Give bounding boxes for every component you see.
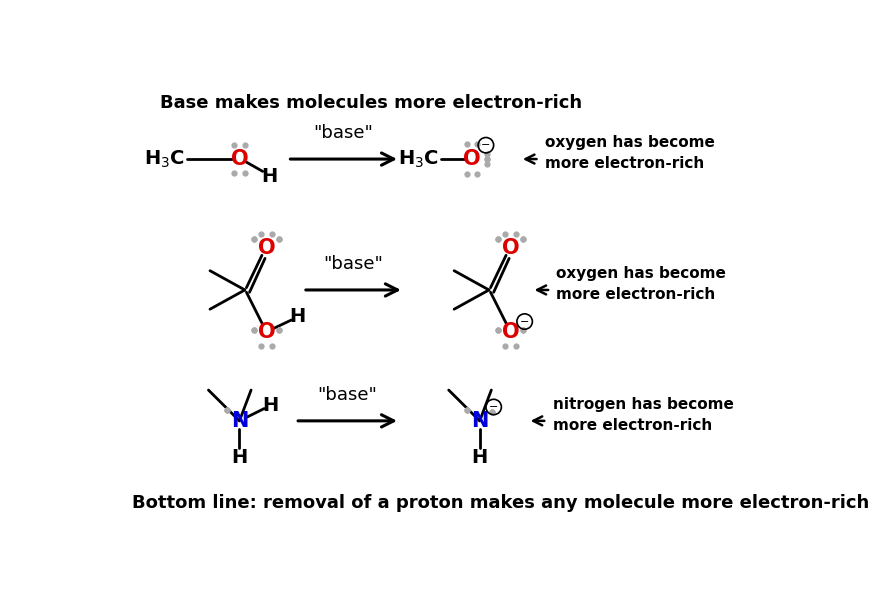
Text: H: H <box>260 166 277 185</box>
Text: −: − <box>482 140 490 150</box>
Text: Base makes molecules more electron-rich: Base makes molecules more electron-rich <box>160 94 582 112</box>
Text: O: O <box>231 149 248 169</box>
Text: O: O <box>258 238 275 258</box>
Text: Bottom line: removal of a proton makes any molecule more electron-rich: Bottom line: removal of a proton makes a… <box>133 494 870 511</box>
Text: oxygen has become
more electron-rich: oxygen has become more electron-rich <box>557 266 726 302</box>
Text: oxygen has become
more electron-rich: oxygen has become more electron-rich <box>545 135 715 171</box>
Text: H$_3$C: H$_3$C <box>398 148 439 170</box>
Text: O: O <box>502 238 519 258</box>
Text: H: H <box>262 396 279 415</box>
Text: N: N <box>471 411 489 431</box>
Text: H: H <box>289 308 306 327</box>
Text: O: O <box>502 323 519 342</box>
Text: "base": "base" <box>317 386 377 404</box>
Text: "base": "base" <box>314 124 373 142</box>
Text: N: N <box>231 411 248 431</box>
Text: "base": "base" <box>323 255 384 273</box>
Text: −: − <box>520 317 530 327</box>
Text: O: O <box>258 323 275 342</box>
Text: H$_3$C: H$_3$C <box>143 148 184 170</box>
Text: −: − <box>489 402 498 412</box>
Text: H: H <box>472 448 488 467</box>
Text: H: H <box>232 448 247 467</box>
Text: nitrogen has become
more electron-rich: nitrogen has become more electron-rich <box>552 397 733 432</box>
Text: O: O <box>463 149 481 169</box>
